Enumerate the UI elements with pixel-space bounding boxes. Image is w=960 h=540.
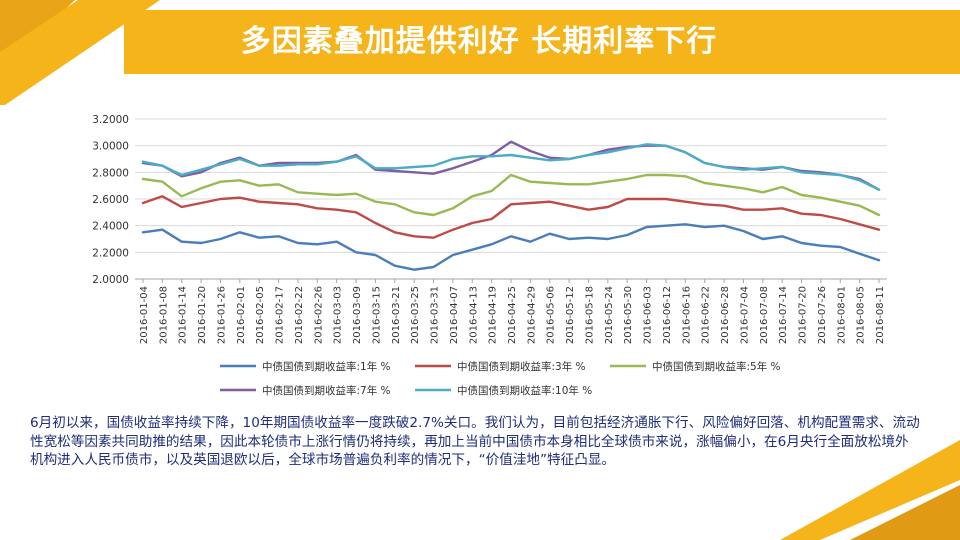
x-tick-label: 2016-04-19 <box>488 286 499 344</box>
x-tick-label: 2016-07-14 <box>778 286 789 344</box>
x-tick-label: 2016-03-03 <box>333 286 344 344</box>
x-tick-label: 2016-01-08 <box>158 286 169 344</box>
x-tick-label: 2016-02-01 <box>236 286 247 344</box>
x-tick-label: 2016-06-22 <box>701 286 712 344</box>
x-tick-label: 2016-07-08 <box>759 286 770 344</box>
series-line-1 <box>141 223 881 271</box>
x-tick-label: 2016-08-11 <box>875 286 886 344</box>
analysis-paragraph: 6月初以来，国债收益率持续下降，10年期国债收益率一度跌破2.7%关口。我们认为… <box>30 415 920 468</box>
legend-label-5: 中债国债到期收益率:10年 % <box>457 384 592 397</box>
x-tick-label: 2016-08-05 <box>856 286 867 344</box>
legend-label-2: 中债国债到期收益率:3年 % <box>457 360 586 373</box>
y-tick-label: 2.2000 <box>92 247 129 259</box>
y-tick-label: 3.2000 <box>92 114 129 126</box>
x-tick-label: 2016-01-26 <box>216 286 227 344</box>
x-tick-label: 2016-05-24 <box>604 286 615 344</box>
page-title: 多因素叠加提供利好 长期利率下行 <box>240 24 718 59</box>
series-line-2 <box>141 195 881 239</box>
y-tick-label: 2.8000 <box>92 167 129 179</box>
x-tick-label: 2016-06-28 <box>720 286 731 344</box>
x-tick-label: 2016-01-04 <box>139 286 150 344</box>
y-tick-label: 3.0000 <box>92 141 129 153</box>
x-tick-label: 2016-07-26 <box>817 286 828 344</box>
y-tick-label: 2.4000 <box>92 221 129 233</box>
y-tick-label: 2.0000 <box>92 274 129 286</box>
x-tick-label: 2016-07-20 <box>798 286 809 344</box>
x-tick-label: 2016-02-22 <box>294 286 305 344</box>
x-tick-label: 2016-04-29 <box>526 286 537 344</box>
x-tick-label: 2016-04-25 <box>507 286 518 344</box>
x-tick-label: 2016-06-12 <box>662 286 673 344</box>
x-tick-label: 2016-03-21 <box>391 286 402 344</box>
x-tick-label: 2016-08-01 <box>836 286 847 344</box>
x-tick-label: 2016-05-18 <box>584 286 595 344</box>
x-tick-label: 2016-05-30 <box>623 286 634 344</box>
top-left-corner-decoration <box>0 0 160 105</box>
series-line-5 <box>141 143 881 191</box>
x-tick-label: 2016-02-05 <box>255 286 266 344</box>
series-line-3 <box>141 173 881 217</box>
x-tick-label: 2016-03-25 <box>410 286 421 344</box>
legend-label-4: 中债国债到期收益率:7年 % <box>262 384 391 397</box>
x-tick-label: 2016-04-13 <box>468 286 479 344</box>
x-tick-label: 2016-01-20 <box>197 286 208 344</box>
yield-line-chart: 2.0000 2.2000 2.4000 2.6000 2.8000 3.0000 3.20… <box>92 114 887 397</box>
x-tick-label: 2016-02-17 <box>275 286 286 344</box>
legend-label-3: 中债国债到期收益率:5年 % <box>652 360 781 373</box>
x-tick-label: 2016-05-12 <box>565 286 576 344</box>
x-tick-label: 2016-03-31 <box>430 286 441 344</box>
x-tick-label: 2016-05-06 <box>546 286 557 344</box>
x-tick-label: 2016-02-26 <box>313 286 324 344</box>
x-tick-label: 2016-04-07 <box>449 286 460 344</box>
bottom-right-corner-decoration <box>780 440 960 540</box>
x-tick-label: 2016-01-14 <box>178 286 189 344</box>
x-tick-label: 2016-06-16 <box>681 286 692 344</box>
x-tick-label: 2016-03-15 <box>371 286 382 344</box>
y-tick-label: 2.6000 <box>92 194 129 206</box>
x-tick-label: 2016-07-04 <box>739 286 750 344</box>
x-tick-label: 2016-03-09 <box>352 286 363 344</box>
series-line-4 <box>141 140 881 191</box>
title-banner <box>124 10 960 74</box>
legend-label-1: 中债国债到期收益率:1年 % <box>262 360 391 373</box>
x-tick-label: 2016-06-03 <box>643 286 654 344</box>
